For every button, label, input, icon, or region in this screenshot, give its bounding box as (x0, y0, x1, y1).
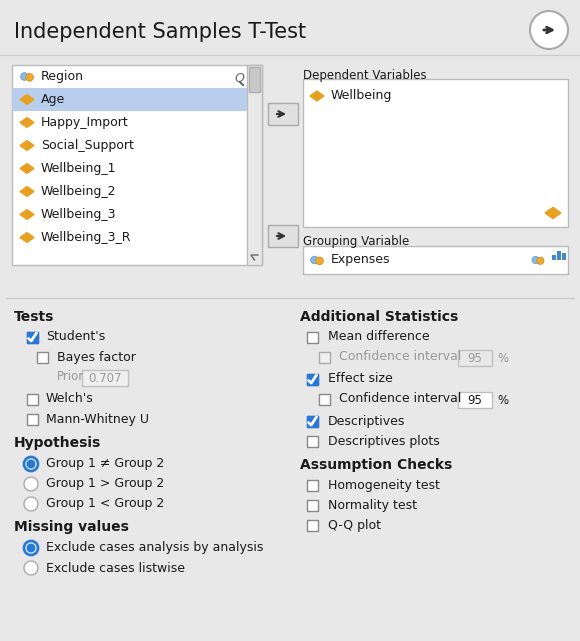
FancyBboxPatch shape (27, 394, 38, 404)
FancyBboxPatch shape (306, 499, 317, 510)
Text: Missing values: Missing values (14, 520, 129, 534)
Text: Group 1 ≠ Group 2: Group 1 ≠ Group 2 (46, 458, 164, 470)
Text: Dependent Variables: Dependent Variables (303, 69, 427, 81)
Bar (552, 255, 556, 260)
Text: Mean difference: Mean difference (328, 331, 430, 344)
Bar (557, 251, 561, 260)
Text: 0.707: 0.707 (88, 372, 122, 385)
FancyBboxPatch shape (318, 394, 329, 404)
Polygon shape (310, 91, 324, 101)
FancyBboxPatch shape (458, 392, 492, 408)
Circle shape (24, 561, 38, 575)
Polygon shape (20, 163, 34, 174)
Text: Descriptives plots: Descriptives plots (328, 435, 440, 447)
FancyBboxPatch shape (458, 350, 492, 366)
FancyBboxPatch shape (268, 225, 298, 247)
Circle shape (24, 497, 38, 511)
Text: Group 1 < Group 2: Group 1 < Group 2 (46, 497, 164, 510)
FancyBboxPatch shape (306, 374, 317, 385)
Circle shape (532, 256, 539, 263)
Text: 95: 95 (467, 394, 483, 406)
FancyBboxPatch shape (12, 65, 262, 265)
Text: Wellbeing_2: Wellbeing_2 (41, 185, 117, 198)
Text: Student's: Student's (46, 331, 105, 344)
Polygon shape (20, 233, 34, 242)
Circle shape (537, 257, 544, 264)
Circle shape (26, 74, 34, 81)
Circle shape (27, 460, 35, 468)
FancyBboxPatch shape (37, 351, 48, 363)
FancyBboxPatch shape (306, 435, 317, 447)
Polygon shape (20, 140, 34, 151)
Text: Age: Age (41, 93, 65, 106)
FancyBboxPatch shape (303, 79, 568, 227)
Bar (562, 253, 566, 260)
Text: Confidence interval: Confidence interval (339, 351, 461, 363)
Polygon shape (20, 95, 34, 104)
Text: Wellbeing_3: Wellbeing_3 (41, 208, 117, 221)
Text: Assumption Checks: Assumption Checks (300, 458, 452, 472)
Text: Wellbeing_3_R: Wellbeing_3_R (41, 231, 132, 244)
Polygon shape (20, 187, 34, 196)
FancyBboxPatch shape (27, 331, 38, 342)
Text: Tests: Tests (14, 310, 55, 324)
Text: Prior: Prior (57, 370, 84, 383)
FancyBboxPatch shape (249, 67, 260, 92)
FancyBboxPatch shape (318, 351, 329, 363)
Text: Effect size: Effect size (328, 372, 393, 385)
Polygon shape (20, 210, 34, 219)
Text: Confidence interval: Confidence interval (339, 392, 461, 406)
Text: 95: 95 (467, 351, 483, 365)
FancyBboxPatch shape (306, 479, 317, 490)
Text: Bayes factor: Bayes factor (57, 351, 136, 363)
FancyBboxPatch shape (306, 519, 317, 531)
FancyBboxPatch shape (27, 331, 38, 342)
Circle shape (311, 256, 318, 264)
Text: Grouping Variable: Grouping Variable (303, 235, 409, 249)
FancyBboxPatch shape (303, 246, 568, 274)
FancyBboxPatch shape (306, 415, 317, 426)
Text: Social_Support: Social_Support (41, 139, 134, 152)
Text: Wellbeing_1: Wellbeing_1 (41, 162, 117, 175)
Text: Q: Q (234, 72, 244, 85)
Text: Q-Q plot: Q-Q plot (328, 519, 381, 531)
Circle shape (27, 544, 35, 552)
Text: Wellbeing: Wellbeing (331, 90, 393, 103)
FancyBboxPatch shape (12, 88, 247, 111)
Polygon shape (20, 117, 34, 128)
Text: %: % (497, 351, 508, 365)
Text: Hypothesis: Hypothesis (14, 436, 102, 450)
Text: Descriptives: Descriptives (328, 415, 405, 428)
Circle shape (530, 11, 568, 49)
Circle shape (21, 72, 28, 80)
Text: %: % (497, 394, 508, 406)
FancyBboxPatch shape (306, 374, 317, 385)
Text: Exclude cases analysis by analysis: Exclude cases analysis by analysis (46, 542, 263, 554)
Circle shape (24, 477, 38, 491)
Circle shape (24, 457, 38, 471)
FancyBboxPatch shape (82, 370, 128, 386)
Text: Region: Region (41, 70, 84, 83)
Circle shape (24, 541, 38, 555)
Text: Homogeneity test: Homogeneity test (328, 478, 440, 492)
Text: Mann-Whitney U: Mann-Whitney U (46, 413, 149, 426)
FancyBboxPatch shape (27, 413, 38, 424)
Text: Welch's: Welch's (46, 392, 94, 406)
FancyBboxPatch shape (268, 103, 298, 125)
FancyBboxPatch shape (306, 415, 317, 426)
Text: Expenses: Expenses (331, 253, 390, 267)
Polygon shape (545, 208, 561, 219)
Text: Happy_Import: Happy_Import (41, 116, 129, 129)
Text: Exclude cases listwise: Exclude cases listwise (46, 562, 185, 574)
Circle shape (24, 541, 38, 555)
Text: Normality test: Normality test (328, 499, 417, 512)
Circle shape (316, 257, 324, 265)
Text: Group 1 > Group 2: Group 1 > Group 2 (46, 478, 164, 490)
Text: Independent Samples T-Test: Independent Samples T-Test (14, 22, 306, 42)
FancyBboxPatch shape (247, 65, 262, 265)
Text: Additional Statistics: Additional Statistics (300, 310, 458, 324)
FancyBboxPatch shape (306, 331, 317, 342)
Circle shape (24, 457, 38, 471)
